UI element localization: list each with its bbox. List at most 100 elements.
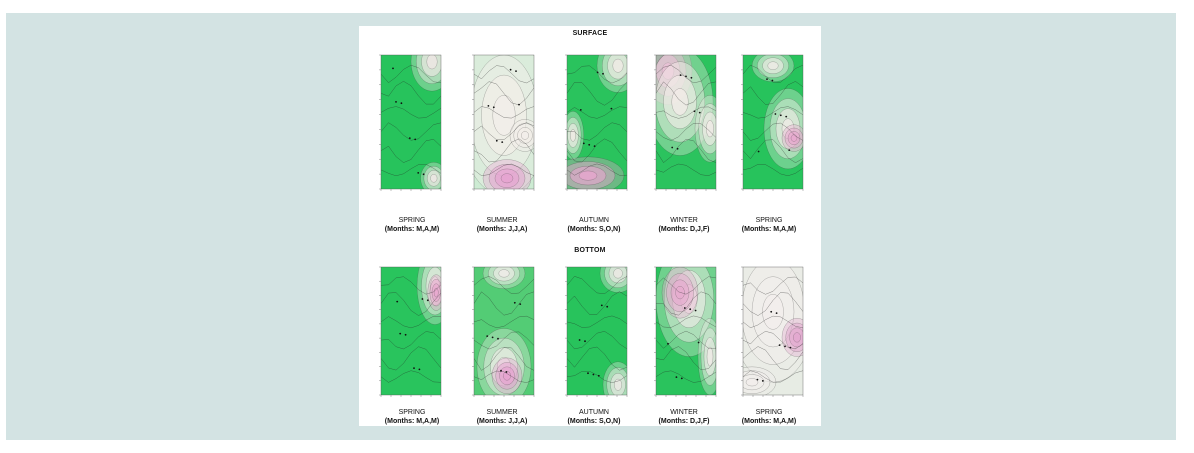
station-marker: [771, 79, 774, 82]
season-label: SUMMER: [486, 409, 518, 416]
station-marker: [690, 76, 693, 79]
surface-summer-caption: SUMMER (Months: J,J,A): [462, 216, 542, 234]
season-label: SPRING: [398, 409, 426, 416]
contour-line: [567, 122, 627, 141]
season-label: WINTER: [670, 409, 698, 416]
contour-line: [381, 122, 441, 141]
bottom-summer-caption: SUMMER (Months: J,J,A): [462, 408, 542, 426]
station-marker: [697, 341, 700, 344]
contour-line: [567, 65, 627, 84]
station-marker: [418, 368, 421, 371]
station-marker: [761, 380, 764, 382]
station-marker: [414, 138, 417, 141]
contour-line: [474, 370, 534, 383]
bottom-autumn-contour-plot: [565, 266, 628, 397]
surface-autumn-caption: AUTUMN (Months: S,O,N): [554, 216, 634, 234]
contour-line: [474, 122, 534, 140]
station-marker: [492, 106, 495, 109]
months-label: (Months: J,J,A): [476, 418, 528, 425]
station-marker: [582, 142, 585, 145]
contour-line: [743, 122, 803, 141]
station-marker: [756, 378, 759, 381]
contour-patch: [745, 378, 759, 387]
months-label: (Months: D,J,F): [658, 418, 710, 425]
station-marker: [579, 109, 582, 111]
contour-line: [474, 65, 534, 84]
surface-spring-caption: SPRING (Months: M,A,M): [372, 216, 452, 234]
contour-patch: [762, 294, 784, 330]
contour-line: [567, 163, 627, 176]
months-label: (Months: S,O,N): [567, 418, 621, 425]
contour-line: [381, 106, 441, 119]
station-marker: [610, 107, 613, 110]
station-marker: [680, 377, 683, 380]
station-marker: [487, 105, 490, 107]
contour-line: [567, 82, 627, 106]
station-marker: [584, 340, 586, 343]
station-marker: [422, 173, 425, 176]
station-marker: [606, 305, 609, 308]
contour-patch: [612, 58, 624, 73]
bottom-spring-2-contour-plot: [741, 266, 804, 397]
station-marker: [497, 337, 499, 340]
contour-patch: [430, 174, 438, 183]
station-marker: [789, 346, 792, 349]
surface-summer-contour-plot: [472, 54, 535, 191]
contour-patch: [675, 286, 685, 300]
contour-line: [656, 123, 716, 141]
station-marker: [685, 75, 687, 78]
bottom-spring-2-caption: SPRING (Months: M,A,M): [729, 408, 809, 426]
section-title-surface: SURFACE: [572, 30, 608, 37]
station-marker: [788, 149, 791, 151]
contour-line: [656, 276, 716, 295]
contour-line: [743, 139, 803, 163]
contour-line: [743, 276, 803, 295]
contour-line: [474, 163, 534, 176]
station-marker: [501, 141, 504, 143]
contour-patch: [671, 88, 689, 116]
section-title-bottom: BOTTOM: [574, 247, 606, 254]
station-marker: [518, 103, 520, 106]
station-marker: [671, 146, 674, 149]
contour-line: [381, 65, 441, 83]
months-label: (Months: M,A,M): [384, 418, 440, 425]
station-marker: [592, 373, 595, 376]
station-marker: [519, 303, 522, 305]
contour-line: [381, 370, 441, 383]
station-marker: [676, 147, 679, 150]
contour-line: [743, 370, 803, 383]
contour-line: [656, 65, 716, 84]
station-marker: [400, 102, 403, 105]
contour-line: [656, 346, 716, 370]
contour-line: [743, 292, 803, 316]
contour-line: [381, 316, 441, 329]
station-marker: [757, 150, 760, 153]
season-label: SPRING: [755, 217, 783, 224]
surface-spring-2-contour-plot: [741, 54, 804, 191]
contour-line: [567, 331, 627, 350]
station-marker: [578, 339, 581, 341]
station-marker: [408, 137, 411, 139]
surface-winter-contour-plot: [654, 54, 717, 191]
contour-patch: [498, 269, 510, 278]
station-marker: [784, 345, 786, 348]
station-marker: [694, 309, 697, 312]
station-marker: [785, 115, 788, 118]
contour-line: [381, 276, 441, 295]
contour-line: [656, 139, 716, 163]
station-marker: [392, 67, 394, 70]
contour-line: [567, 106, 627, 119]
station-marker: [597, 374, 600, 377]
station-marker: [421, 298, 424, 300]
contour-line: [381, 292, 441, 316]
contour-line: [474, 138, 534, 163]
station-marker: [587, 372, 589, 375]
contour-line: [656, 370, 716, 383]
station-marker: [509, 68, 512, 71]
station-marker: [500, 369, 502, 372]
contour-line: [381, 81, 441, 105]
contour-line: [567, 291, 627, 315]
contour-line: [474, 315, 534, 328]
contour-patch: [706, 120, 714, 138]
season-label: SPRING: [755, 409, 783, 416]
